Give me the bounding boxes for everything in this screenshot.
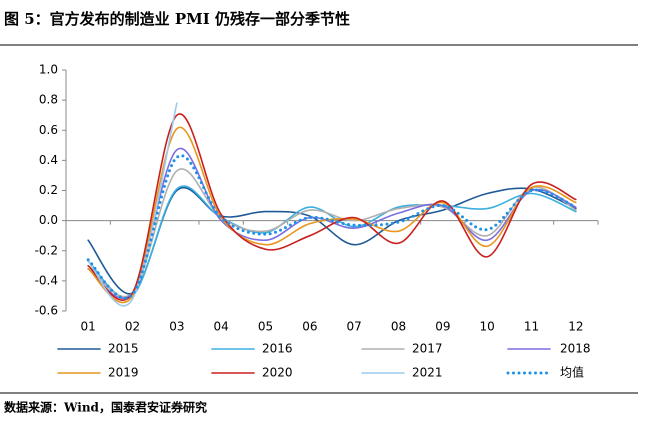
x-tick-label: 05 [258,320,273,334]
y-tick-label: -0.2 [35,243,58,257]
legend-label: 2020 [262,366,293,380]
series-line [87,102,178,307]
x-tick-label: 09 [435,320,450,334]
x-tick-label: 11 [524,320,539,334]
x-tick-label: 03 [169,320,184,334]
series-line [87,147,577,300]
y-tick-label: 0.8 [39,93,58,107]
y-tick-label: 1.0 [39,63,58,77]
x-tick-label: 08 [391,320,406,334]
legend-label: 均值 [560,365,584,380]
x-tick-label: 12 [568,320,583,334]
y-tick-label: -0.4 [35,273,58,287]
x-tick-label: 02 [125,320,140,334]
series-line [87,126,577,304]
chart-title: 图 5：官方发布的制造业 PMI 仍残存一部分季节性 [4,10,350,28]
y-tick-label: 0.6 [39,123,58,137]
x-tick-label: 06 [302,320,317,334]
y-tick-label: 0.4 [39,153,58,167]
legend-label: 2018 [560,342,591,356]
series-line [87,168,577,298]
legend-label: 2021 [412,366,443,380]
series-line [86,154,578,300]
x-tick-label: 10 [480,320,495,334]
legend-label: 2017 [412,342,443,356]
series-line [87,113,577,301]
series-line [87,185,577,299]
legend-label: 2019 [108,366,139,380]
x-tick-label: 04 [214,320,229,334]
legend-label: 2016 [262,342,293,356]
y-tick-label: 0.2 [39,183,58,197]
source: 数据来源：Wind，国泰君安证券研究 [4,400,207,415]
legend-label: 2015 [108,342,139,356]
y-tick-label: 0.0 [39,213,58,227]
x-tick-label: 07 [347,320,362,334]
y-tick-label: -0.6 [35,304,58,318]
x-tick-label: 01 [81,320,96,334]
